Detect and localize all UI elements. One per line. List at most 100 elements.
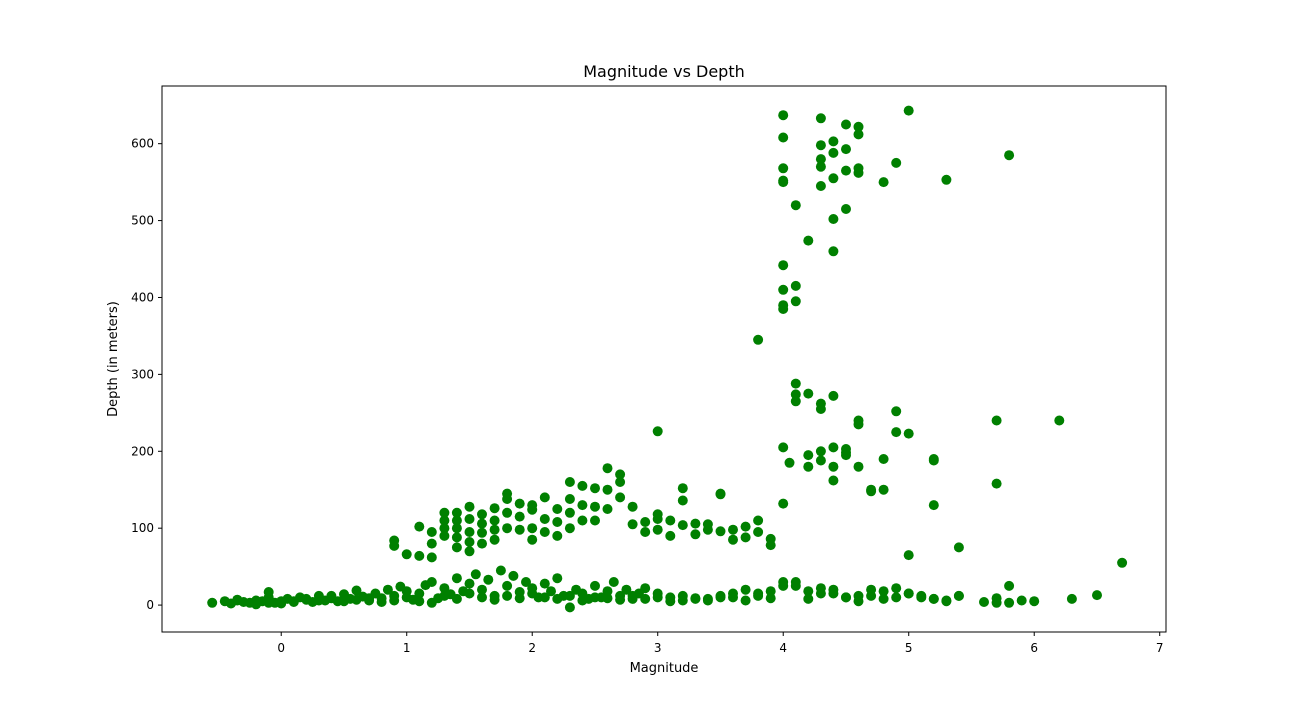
data-point	[878, 484, 889, 495]
data-point	[790, 200, 801, 211]
data-point	[382, 584, 393, 595]
data-point	[464, 537, 475, 547]
data-point	[790, 396, 801, 407]
data-point	[677, 483, 688, 494]
data-point	[389, 595, 400, 606]
data-point	[232, 594, 243, 605]
data-point	[439, 530, 450, 541]
data-point	[790, 296, 801, 307]
data-point	[677, 495, 688, 506]
data-point	[502, 580, 513, 591]
data-point	[803, 593, 814, 604]
y-tick-label: 300	[131, 367, 154, 381]
data-point	[803, 388, 814, 399]
data-point	[464, 588, 475, 599]
data-point	[414, 550, 425, 561]
data-point	[841, 592, 851, 603]
data-point	[451, 542, 462, 553]
data-point	[690, 529, 701, 540]
data-point	[853, 590, 864, 601]
data-point	[615, 469, 626, 480]
data-point	[590, 515, 600, 526]
data-point	[790, 378, 801, 389]
data-point	[539, 592, 550, 603]
data-point	[464, 501, 475, 512]
data-point	[477, 584, 487, 595]
data-point	[765, 593, 776, 604]
data-point	[621, 584, 632, 595]
data-point	[364, 593, 375, 604]
data-point	[866, 486, 877, 497]
x-tick-label: 3	[654, 641, 662, 655]
data-point	[652, 588, 663, 599]
data-point	[439, 507, 450, 518]
data-point	[552, 593, 563, 604]
data-point	[502, 523, 513, 534]
data-point	[853, 121, 864, 132]
data-point	[665, 530, 676, 541]
data-point	[815, 583, 826, 594]
data-point	[853, 419, 864, 430]
data-point	[878, 177, 889, 188]
data-point	[928, 500, 939, 511]
data-point	[451, 523, 462, 534]
data-point	[1004, 150, 1015, 161]
data-point	[564, 477, 575, 487]
data-point	[477, 538, 487, 549]
data-point	[828, 173, 839, 184]
data-point	[790, 389, 801, 400]
data-point	[451, 593, 462, 604]
data-point	[351, 594, 362, 605]
data-point	[339, 596, 349, 607]
data-point	[451, 573, 462, 584]
data-point	[1004, 580, 1015, 591]
data-point	[979, 597, 989, 607]
data-point	[677, 520, 688, 531]
x-axis-label: Magnitude	[630, 661, 699, 676]
data-point	[828, 461, 839, 472]
data-point	[489, 594, 500, 605]
data-point	[590, 501, 600, 512]
data-point	[464, 578, 475, 589]
y-tick-label: 600	[131, 137, 154, 151]
data-point	[414, 596, 425, 607]
data-point	[577, 595, 588, 606]
data-point	[546, 586, 556, 597]
data-point	[941, 595, 952, 606]
data-point	[778, 132, 789, 143]
y-tick-label: 100	[131, 521, 154, 535]
data-point	[602, 484, 613, 495]
data-point	[891, 157, 902, 168]
data-point	[552, 517, 563, 527]
data-point	[401, 592, 412, 603]
data-point	[640, 527, 651, 537]
data-point	[301, 593, 312, 604]
data-point	[489, 503, 500, 514]
data-point	[564, 494, 575, 504]
data-point	[464, 546, 475, 557]
data-point	[815, 113, 826, 124]
data-point	[483, 574, 494, 585]
data-point	[778, 260, 789, 271]
data-point	[539, 578, 550, 589]
data-point	[615, 492, 626, 503]
data-point	[784, 457, 795, 468]
data-point	[891, 406, 902, 417]
data-point	[941, 174, 952, 185]
data-point	[489, 515, 500, 526]
data-point	[326, 590, 337, 601]
data-point	[1066, 593, 1077, 604]
data-point	[853, 461, 864, 472]
data-point	[470, 569, 481, 580]
x-tick-label: 1	[403, 641, 411, 655]
data-point	[841, 144, 851, 155]
data-point	[514, 511, 525, 522]
data-point	[991, 415, 1002, 426]
data-point	[841, 450, 851, 461]
data-point	[640, 517, 651, 527]
data-point	[464, 514, 475, 524]
data-point	[740, 532, 751, 543]
data-point	[539, 492, 550, 503]
data-point	[815, 181, 826, 191]
plot-frame	[161, 85, 1167, 633]
